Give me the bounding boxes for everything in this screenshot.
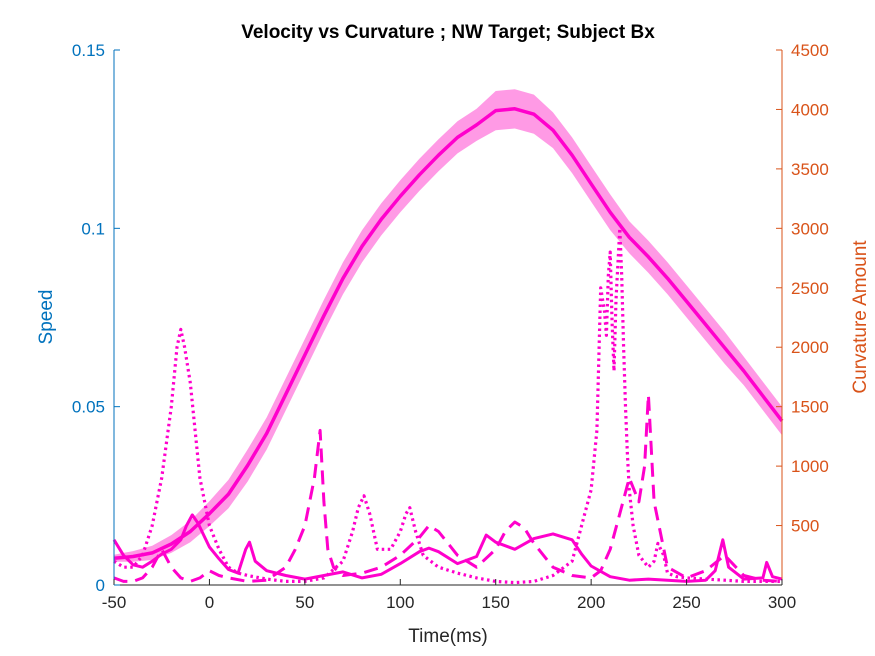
right-y-tick-label: 1000 — [791, 457, 829, 476]
right-y-tick-label: 3500 — [791, 160, 829, 179]
x-tick-label: 50 — [295, 593, 314, 612]
x-tick-label: 250 — [672, 593, 700, 612]
right-y-tick-label: 2000 — [791, 338, 829, 357]
left-y-tick-label: 0.05 — [72, 398, 105, 417]
x-tick-label: 300 — [768, 593, 796, 612]
speed-confidence-band-layer — [114, 89, 782, 562]
axes-layer — [113, 50, 783, 586]
x-tick-label: 100 — [386, 593, 414, 612]
x-tick-label: -50 — [102, 593, 127, 612]
left-y-axis-label: Speed — [36, 290, 57, 345]
series-line-0 — [113, 107, 784, 561]
left-y-tick-label: 0.15 — [72, 41, 105, 60]
right-y-tick-label: 1500 — [791, 398, 829, 417]
left-y-tick-label: 0.1 — [81, 219, 105, 238]
ticks-layer: -50 0 50 100 150 200 250 30000.050.10.155001000… — [72, 41, 829, 612]
right-y-tick-label: 2500 — [791, 279, 829, 298]
right-y-tick-label: 4000 — [791, 100, 829, 119]
x-tick-label: 150 — [482, 593, 510, 612]
right-y-tick-label: 4500 — [791, 41, 829, 60]
right-y-tick-label: 500 — [791, 517, 819, 536]
speed-band — [114, 89, 782, 562]
left-y-tick-label: 0 — [96, 576, 105, 595]
x-tick-label: 200 — [577, 593, 605, 612]
chart-title: Velocity vs Curvature ; NW Target; Subje… — [241, 22, 655, 43]
x-tick-label: 0 — [205, 593, 214, 612]
series-line-3 — [113, 226, 782, 585]
series-line-2 — [113, 393, 783, 583]
right-y-axis-label: Curvature Amount — [850, 240, 871, 394]
x-axis-label: Time(ms) — [408, 626, 488, 647]
right-y-tick-label: 3000 — [791, 219, 829, 238]
series-line-1 — [112, 513, 783, 583]
series-layer — [112, 107, 784, 585]
